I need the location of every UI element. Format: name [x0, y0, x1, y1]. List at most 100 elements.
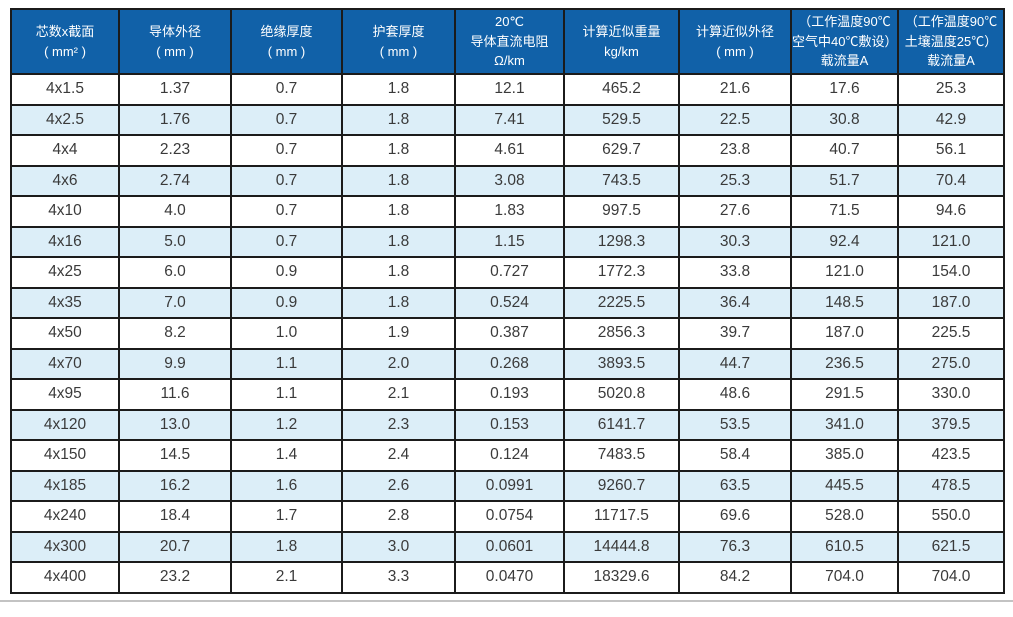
column-header: 芯数x截面 ( mm² ) — [10, 8, 120, 75]
table-cell: 39.7 — [678, 317, 792, 350]
table-cell: 4.0 — [118, 195, 232, 228]
table-cell: 4x35 — [10, 286, 120, 319]
table-row: 4x4 2.23 0.7 1.8 4.61 629.7 23.8 40.7 56.1 — [10, 134, 1005, 167]
table-cell: 1.7 — [230, 500, 343, 533]
table-row: 4x25 6.0 0.9 1.8 0.727 1772.3 33.8 121.0 154.0 — [10, 256, 1005, 289]
table-cell: 0.0991 — [454, 469, 565, 502]
table-cell: 0.124 — [454, 439, 565, 472]
column-header-line: ( mm ) — [379, 43, 418, 59]
table-cell: 1772.3 — [563, 256, 680, 289]
table-cell: 3.3 — [341, 561, 456, 594]
table-cell: 2.23 — [118, 134, 232, 167]
table-cell: 6.0 — [118, 256, 232, 289]
table-cell: 4.61 — [454, 134, 565, 167]
table-cell: 7.41 — [454, 103, 565, 136]
table-cell: 56.1 — [897, 134, 1005, 167]
table-cell: 4x240 — [10, 500, 120, 533]
table-row: 4x16 5.0 0.7 1.8 1.15 1298.3 30.3 92.4 121.0 — [10, 225, 1005, 258]
table-cell: 236.5 — [790, 347, 899, 380]
table-cell: 18.4 — [118, 500, 232, 533]
table-cell: 1.37 — [118, 73, 232, 106]
table-cell: 478.5 — [897, 469, 1005, 502]
table-cell: 51.7 — [790, 164, 899, 197]
table-row: 4x240 18.4 1.7 2.8 0.0754 11717.5 69.6 528.0 550… — [10, 500, 1005, 533]
column-header-line: ( mm ) — [156, 43, 194, 59]
table-cell: 0.7 — [230, 103, 343, 136]
table-cell: 5.0 — [118, 225, 232, 258]
column-header-line: 导体外径 — [148, 24, 201, 39]
table-cell: 1.8 — [341, 256, 456, 289]
table-cell: 2.1 — [230, 561, 343, 594]
table-cell: 2.8 — [341, 500, 456, 533]
table-cell: 11717.5 — [563, 500, 680, 533]
column-header-line: ( mm ) — [267, 43, 306, 59]
table-body: 4x1.5 1.37 0.7 1.8 12.1 465.2 21.6 17.6 25.3 4x2.… — [10, 73, 1005, 594]
table-row: 4x1.5 1.37 0.7 1.8 12.1 465.2 21.6 17.6 25.3 — [10, 73, 1005, 106]
table-cell: 69.6 — [678, 500, 792, 533]
table-cell: 0.7 — [230, 195, 343, 228]
table-cell: 4x120 — [10, 408, 120, 441]
table-cell: 148.5 — [790, 286, 899, 319]
table-row: 4x400 23.2 2.1 3.3 0.0470 18329.6 84.2 704.0 704… — [10, 561, 1005, 594]
column-header-line: ( mm ) — [716, 43, 754, 59]
table-cell: 30.8 — [790, 103, 899, 136]
table-cell: 4x300 — [10, 530, 120, 563]
table-cell: 0.153 — [454, 408, 565, 441]
table-cell: 23.8 — [678, 134, 792, 167]
table-cell: 14444.8 — [563, 530, 680, 563]
table-cell: 40.7 — [790, 134, 899, 167]
table-cell: 291.5 — [790, 378, 899, 411]
table-cell: 997.5 — [563, 195, 680, 228]
table-cell: 17.6 — [790, 73, 899, 106]
column-header-line: ( mm² ) — [44, 43, 86, 59]
table-cell: 445.5 — [790, 469, 899, 502]
table-cell: 225.5 — [897, 317, 1005, 350]
table-cell: 4x4 — [10, 134, 120, 167]
table-cell: 1.6 — [230, 469, 343, 502]
table-cell: 44.7 — [678, 347, 792, 380]
table-cell: 58.4 — [678, 439, 792, 472]
table-cell: 1.8 — [341, 164, 456, 197]
table-cell: 465.2 — [563, 73, 680, 106]
table-cell: 23.2 — [118, 561, 232, 594]
column-header-line: kg/km — [604, 43, 639, 59]
table-cell: 1298.3 — [563, 225, 680, 258]
table-cell: 30.3 — [678, 225, 792, 258]
table-cell: 4x50 — [10, 317, 120, 350]
cable-spec-table: 芯数x截面 ( mm² ) 导体外径 ( mm ) 绝缘厚度 ( mm ) 护套厚度 ( mm… — [10, 8, 1005, 594]
table-cell: 154.0 — [897, 256, 1005, 289]
column-header-line: 载流量A — [927, 53, 975, 69]
table-cell: 84.2 — [678, 561, 792, 594]
column-header-line: 芯数x截面 — [35, 24, 95, 39]
table-cell: 1.15 — [454, 225, 565, 258]
table-cell: 13.0 — [118, 408, 232, 441]
table-cell: 1.8 — [341, 103, 456, 136]
table-cell: 0.387 — [454, 317, 565, 350]
table-cell: 0.524 — [454, 286, 565, 319]
column-header: 护套厚度 ( mm ) — [341, 8, 456, 75]
table-cell: 9260.7 — [563, 469, 680, 502]
table-cell: 187.0 — [790, 317, 899, 350]
table-cell: 0.0754 — [454, 500, 565, 533]
table-cell: 529.5 — [563, 103, 680, 136]
table-cell: 0.727 — [454, 256, 565, 289]
table-cell: 25.3 — [897, 73, 1005, 106]
column-header-line: 计算近似外径 — [695, 24, 774, 39]
table-cell: 0.0601 — [454, 530, 565, 563]
table-cell: 18329.6 — [563, 561, 680, 594]
column-header-line: 20℃ — [494, 14, 525, 30]
table-cell: 36.4 — [678, 286, 792, 319]
column-header-line: （工作温度90℃ — [904, 14, 998, 30]
table-cell: 1.4 — [230, 439, 343, 472]
table-cell: 0.9 — [230, 286, 343, 319]
column-header-line: Ω/km — [494, 53, 525, 69]
table-cell: 2.1 — [341, 378, 456, 411]
table-cell: 341.0 — [790, 408, 899, 441]
column-header-line: 绝缘厚度 — [260, 24, 313, 39]
table-header: 芯数x截面 ( mm² ) 导体外径 ( mm ) 绝缘厚度 ( mm ) 护套厚度 ( mm… — [10, 8, 1005, 75]
table-cell: 63.5 — [678, 469, 792, 502]
table-cell: 1.8 — [341, 195, 456, 228]
table-row: 4x70 9.9 1.1 2.0 0.268 3893.5 44.7 236.5 275.0 — [10, 347, 1005, 380]
table-cell: 2.3 — [341, 408, 456, 441]
